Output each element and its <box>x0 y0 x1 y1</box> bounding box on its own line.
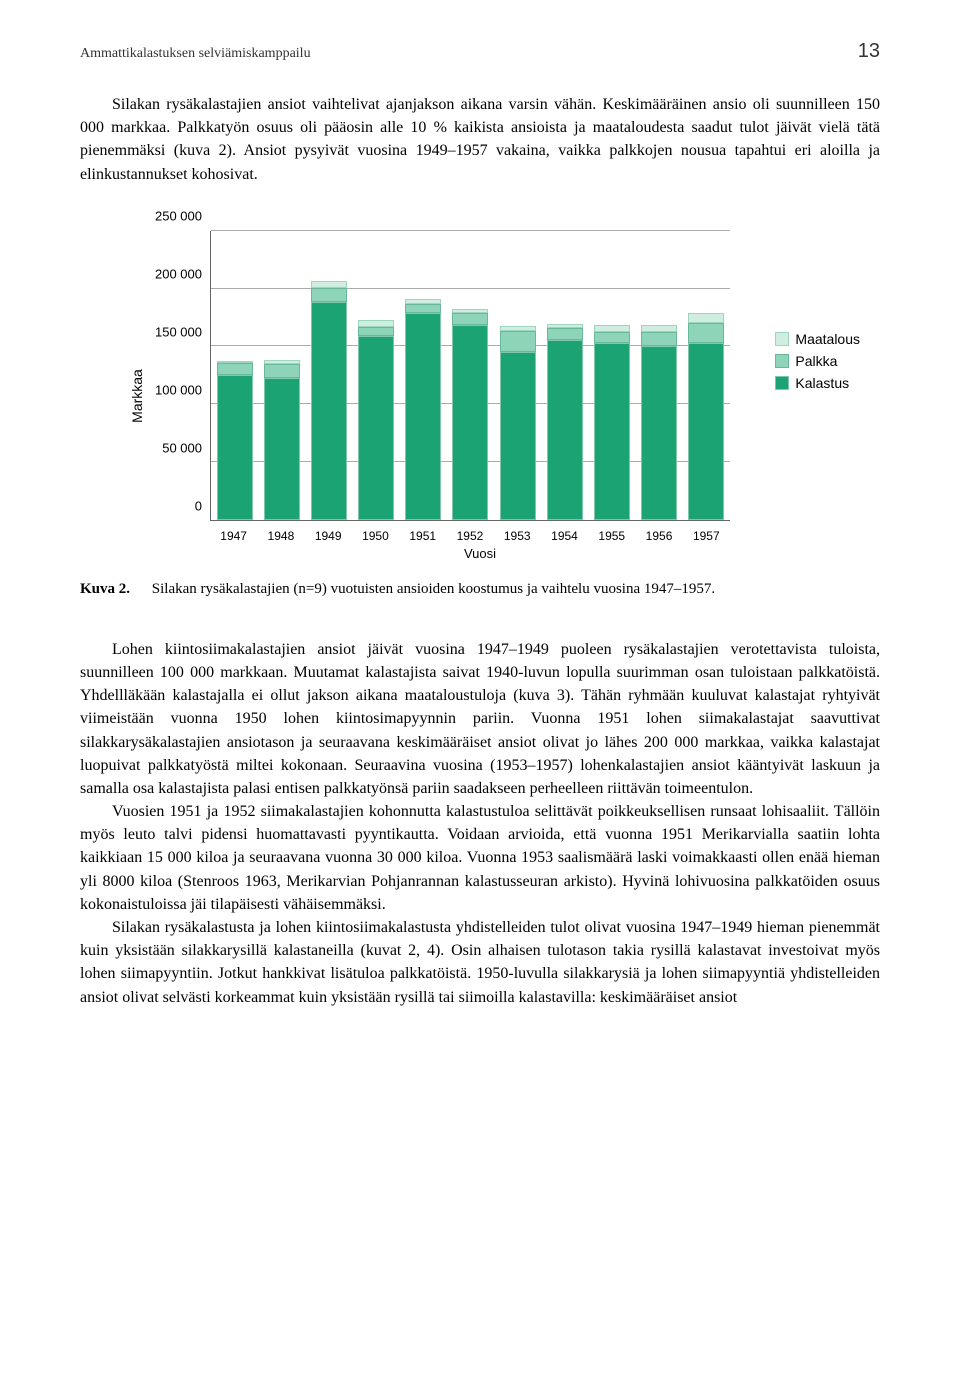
bar-group <box>594 325 630 520</box>
bar-seg-kalastus <box>688 343 724 519</box>
bar-seg-palkka <box>452 313 488 325</box>
bar-seg-kalastus <box>405 313 441 519</box>
bar-seg-palkka <box>500 331 536 352</box>
bar-seg-kalastus <box>452 325 488 520</box>
legend: Maatalous Palkka Kalastus <box>775 331 860 397</box>
bar-seg-kalastus <box>311 302 347 520</box>
bar-seg-palkka <box>358 327 394 336</box>
y-tick: 0 <box>195 498 202 513</box>
x-tick: 1955 <box>598 529 625 543</box>
legend-swatch-kalastus <box>775 376 789 390</box>
legend-label-kalastus: Kalastus <box>795 375 849 391</box>
body-paragraph-2: Vuosien 1951 ja 1952 siimakalastajien ko… <box>80 800 880 916</box>
bar-seg-kalastus <box>264 378 300 520</box>
legend-label-palkka: Palkka <box>795 353 837 369</box>
intro-paragraph: Silakan rysäkalastajien ansiot vaihteliv… <box>80 93 880 186</box>
bar-group <box>547 324 583 520</box>
bar-seg-kalastus <box>594 343 630 519</box>
bar-seg-palkka <box>594 332 630 344</box>
x-axis-label: Vuosi <box>464 546 496 561</box>
y-axis-ticks: 050 000100 000150 000200 000250 000 <box>148 231 208 521</box>
y-tick: 100 000 <box>155 382 202 397</box>
legend-swatch-palkka <box>775 354 789 368</box>
bar-seg-kalastus <box>217 375 253 520</box>
bar-seg-maatalous <box>641 325 677 332</box>
y-tick: 250 000 <box>155 208 202 223</box>
bar-seg-maatalous <box>311 281 347 288</box>
x-tick: 1957 <box>693 529 720 543</box>
legend-swatch-maatalous <box>775 332 789 346</box>
bar-seg-palkka <box>264 364 300 378</box>
bars-group <box>211 231 730 520</box>
bar-seg-palkka <box>688 323 724 344</box>
chart-section: Markkaa 050 000100 000150 000200 000250 … <box>80 231 880 598</box>
x-axis-ticks: 1947 1948 1949 1950 1951 1952 1953 1954 1955 1956… <box>210 529 730 543</box>
bar-group <box>452 309 488 520</box>
bar-group <box>264 360 300 520</box>
bar-seg-maatalous <box>594 325 630 332</box>
x-tick: 1954 <box>551 529 578 543</box>
bar-group <box>688 313 724 519</box>
x-tick: 1952 <box>457 529 484 543</box>
body-paragraph-1: Lohen kiintosiimakalastajien ansiot jäiv… <box>80 638 880 800</box>
caption-text: Silakan rysäkalastajien (n=9) vuotuisten… <box>152 581 715 597</box>
running-header: Ammattikalastuksen selviämiskamppailu 13 <box>80 40 880 63</box>
y-tick: 200 000 <box>155 266 202 281</box>
x-tick: 1948 <box>268 529 295 543</box>
legend-item-kalastus: Kalastus <box>775 375 860 391</box>
legend-item-maatalous: Maatalous <box>775 331 860 347</box>
bar-group <box>311 281 347 520</box>
y-tick: 50 000 <box>162 440 202 455</box>
bar-seg-palkka <box>217 363 253 375</box>
bar-seg-palkka <box>311 288 347 302</box>
bar-seg-maatalous <box>688 313 724 322</box>
y-tick: 150 000 <box>155 324 202 339</box>
x-tick: 1953 <box>504 529 531 543</box>
bar-seg-palkka <box>641 332 677 346</box>
bar-group <box>358 320 394 519</box>
figure-caption: Kuva 2. Silakan rysäkalastajien (n=9) vu… <box>80 581 880 598</box>
bar-seg-kalastus <box>547 340 583 520</box>
bar-seg-kalastus <box>641 346 677 520</box>
bar-group <box>500 326 536 520</box>
x-tick: 1949 <box>315 529 342 543</box>
page-number: 13 <box>858 40 880 63</box>
bar-group <box>641 325 677 520</box>
x-tick: 1951 <box>409 529 436 543</box>
bar-chart: Markkaa 050 000100 000150 000200 000250 … <box>100 231 860 561</box>
running-title: Ammattikalastuksen selviämiskamppailu <box>80 46 311 62</box>
x-tick: 1956 <box>646 529 673 543</box>
bar-seg-palkka <box>547 328 583 340</box>
body-paragraph-3: Silakan rysäkalastusta ja lohen kiintosi… <box>80 916 880 1009</box>
legend-item-palkka: Palkka <box>775 353 860 369</box>
bar-seg-kalastus <box>500 352 536 520</box>
caption-label: Kuva 2. <box>80 581 130 597</box>
x-tick: 1950 <box>362 529 389 543</box>
x-tick: 1947 <box>220 529 247 543</box>
bar-seg-kalastus <box>358 336 394 519</box>
plot-area <box>210 231 730 521</box>
y-axis-label: Markkaa <box>129 369 145 423</box>
bar-group <box>405 299 441 519</box>
bar-seg-palkka <box>405 304 441 313</box>
bar-group <box>217 361 253 520</box>
legend-label-maatalous: Maatalous <box>795 331 860 347</box>
bar-seg-maatalous <box>358 320 394 327</box>
